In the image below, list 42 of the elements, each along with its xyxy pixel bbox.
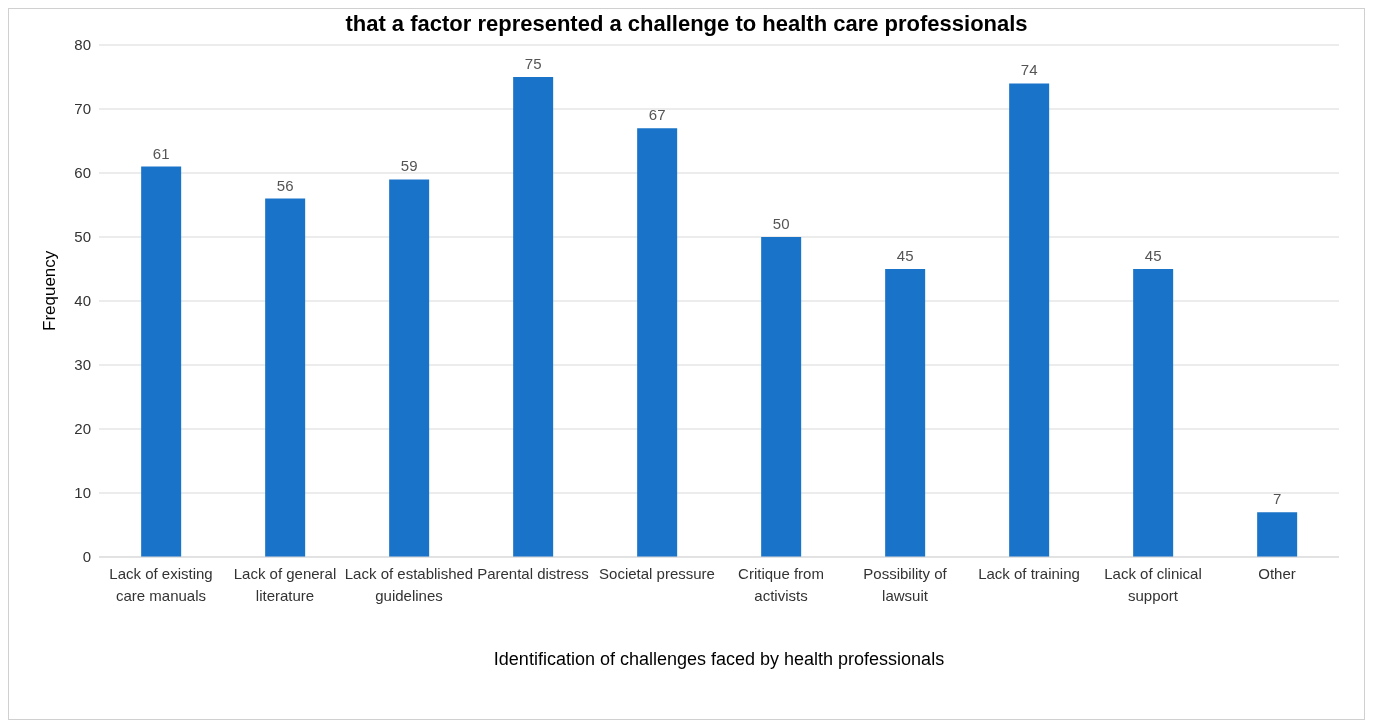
y-tick-label: 60 bbox=[74, 164, 91, 182]
y-tick-label: 50 bbox=[74, 228, 91, 246]
data-label: 7 bbox=[1272, 490, 1282, 508]
data-label: 56 bbox=[276, 176, 294, 194]
chart-title: that a factor represented a challenge to health care professionals bbox=[344, 11, 1029, 37]
y-tick-label: 40 bbox=[74, 292, 91, 310]
x-tick-label: Other bbox=[1258, 565, 1296, 582]
y-tick-label: 70 bbox=[74, 100, 91, 118]
bar bbox=[513, 77, 554, 557]
bar bbox=[761, 237, 802, 557]
y-tick-label: 20 bbox=[74, 420, 91, 438]
bar bbox=[389, 179, 430, 557]
bar bbox=[637, 128, 678, 557]
data-label: 45 bbox=[1144, 247, 1162, 264]
x-tick-label: Lack of existing care manuals bbox=[109, 565, 213, 604]
data-label: 45 bbox=[896, 247, 914, 264]
y-axis-title: Frequency bbox=[40, 250, 60, 331]
x-tick-label: Possibility of lawsuit bbox=[863, 565, 948, 604]
bar bbox=[265, 198, 306, 557]
data-label: 75 bbox=[524, 55, 542, 72]
y-tick-label: 10 bbox=[74, 484, 91, 502]
x-tick-label: Critique from activists bbox=[738, 565, 824, 604]
x-tick-label: Parental distress bbox=[477, 565, 589, 582]
bar bbox=[885, 269, 926, 557]
data-label: 59 bbox=[400, 157, 418, 175]
y-tick-label: 0 bbox=[82, 548, 91, 566]
x-tick-label: Societal pressure bbox=[599, 565, 715, 582]
bar bbox=[1133, 269, 1174, 557]
bar bbox=[141, 166, 182, 557]
y-tick-label: 80 bbox=[74, 36, 91, 54]
x-tick-label: Lack of established guidelines bbox=[344, 565, 474, 604]
data-label: 74 bbox=[1020, 61, 1038, 79]
bar bbox=[1257, 512, 1298, 557]
x-tick-label: Lack of clinical support bbox=[1104, 565, 1202, 604]
x-tick-label: Lack of training bbox=[978, 565, 1080, 582]
data-label: 50 bbox=[772, 215, 790, 232]
data-label: 61 bbox=[152, 144, 170, 162]
y-tick-label: 30 bbox=[74, 356, 91, 374]
bar bbox=[1009, 83, 1050, 557]
x-axis-title: Identification of challenges faced by health professionals bbox=[493, 649, 945, 669]
data-label: 67 bbox=[648, 106, 666, 124]
x-tick-label: Lack of general literature bbox=[233, 565, 337, 604]
